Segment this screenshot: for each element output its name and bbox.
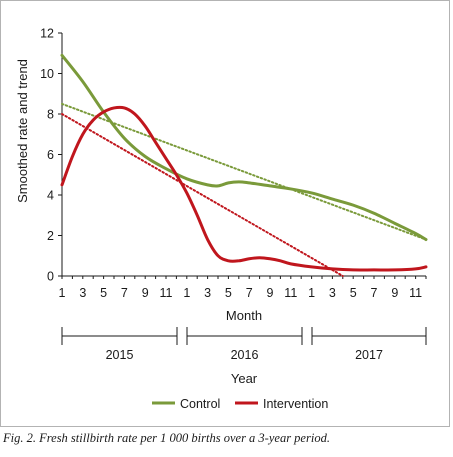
- legend: Control Intervention: [152, 397, 328, 411]
- year-axis-title: Year: [231, 371, 258, 386]
- series-line-intervention: [60, 105, 428, 272]
- year-label: 2017: [355, 348, 383, 362]
- x-tick-label: 9: [267, 286, 274, 300]
- y-tick-label: 2: [47, 229, 54, 243]
- y-tick-label: 0: [47, 270, 54, 284]
- x-tick-label: 11: [160, 286, 173, 300]
- year-label: 2015: [106, 348, 134, 362]
- x-tick-label: 1: [308, 286, 315, 300]
- x-axis-title: Month: [226, 308, 262, 323]
- x-tick-label: 1: [183, 286, 190, 300]
- y-axis-title: Smoothed rate and trend: [15, 59, 30, 203]
- series-lines: [60, 53, 428, 272]
- x-tick-label: 11: [284, 286, 297, 300]
- x-tick-label: 3: [79, 286, 86, 300]
- y-tick-label: 6: [47, 148, 54, 162]
- x-tick-label: 5: [350, 286, 357, 300]
- series-line-control: [60, 53, 428, 242]
- y-tick-label: 8: [47, 108, 54, 122]
- trendline-control: [61, 102, 427, 241]
- x-tick-label: 9: [142, 286, 149, 300]
- x-tick-label: 7: [371, 286, 378, 300]
- x-tick-label: 7: [246, 286, 253, 300]
- x-tick-label: 1: [59, 286, 66, 300]
- year-label: 2016: [231, 348, 259, 362]
- trendline-intervention: [61, 113, 344, 277]
- y-tick-label: 4: [47, 189, 54, 203]
- legend-label-control: Control: [180, 397, 220, 411]
- figure-caption: Fig. 2. Fresh stillbirth rate per 1 000 …: [3, 431, 330, 445]
- trendlines: [61, 102, 427, 277]
- x-tick-label: 11: [409, 286, 422, 300]
- year-axis: 2015 2016 2017: [61, 327, 427, 362]
- x-tick-label: 5: [100, 286, 107, 300]
- chart: Smoothed rate and trend Month Year 0 2 4 6 8…: [15, 27, 428, 411]
- x-tick-label: 9: [391, 286, 398, 300]
- y-tick-label: 12: [40, 27, 54, 41]
- x-tick-label: 3: [329, 286, 336, 300]
- y-tick-label: 10: [40, 67, 54, 81]
- x-tick-label: 3: [204, 286, 211, 300]
- x-tick-label: 5: [225, 286, 232, 300]
- legend-label-intervention: Intervention: [263, 397, 328, 411]
- x-tick-label: 7: [121, 286, 128, 300]
